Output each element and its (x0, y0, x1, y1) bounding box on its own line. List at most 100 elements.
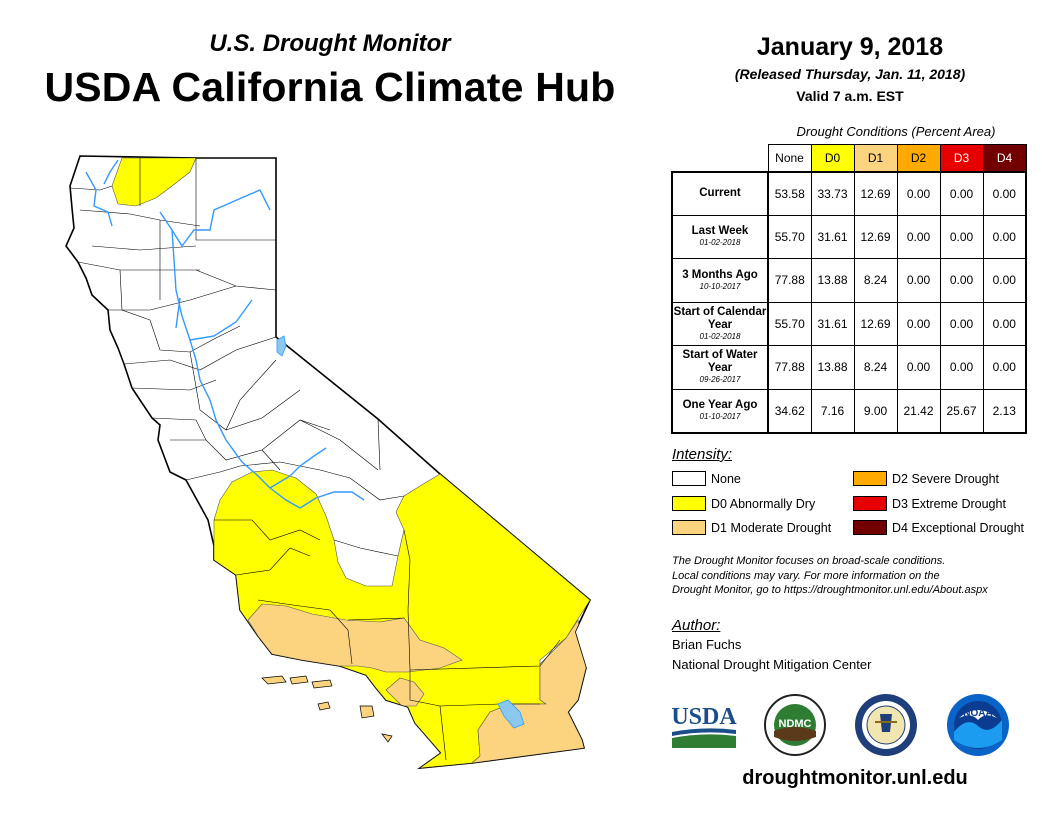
table-cell: 0.00 (896, 171, 941, 216)
commerce-seal-logo (855, 694, 917, 756)
table-cell: 21.42 (896, 388, 941, 433)
table-row: 3 Months Ago 10-10-2017 77.88 13.88 8.24 … (671, 258, 1027, 303)
legend-swatch (853, 471, 887, 486)
usda-logo: USDA (671, 704, 737, 748)
legend-item-d4: D4 Exceptional Drought (853, 520, 1024, 535)
table-cell: 0.00 (939, 214, 984, 259)
svg-text:USDA: USDA (671, 704, 737, 730)
valid-time: Valid 7 a.m. EST (796, 88, 904, 104)
table-cell: 0.00 (982, 214, 1027, 259)
table-cell: 0.00 (982, 171, 1027, 216)
disclaimer-line: The Drought Monitor focuses on broad-sca… (672, 555, 946, 567)
legend-swatch (853, 520, 887, 535)
table-cell: 2.13 (982, 388, 1027, 433)
table-cell: 0.00 (896, 301, 941, 346)
lake-tahoe (276, 335, 287, 357)
row-label: Start of Water Year 09-26-2017 (671, 345, 769, 390)
table-cell: 0.00 (939, 258, 984, 303)
california-drought-map (65, 155, 591, 770)
salton-sea (497, 699, 525, 729)
table-cell: 12.69 (853, 214, 898, 259)
map-date: January 9, 2018 (756, 33, 944, 61)
table-cell: 31.61 (810, 214, 855, 259)
table-cell: 0.00 (939, 301, 984, 346)
svg-text:NOAA: NOAA (963, 708, 992, 719)
table-cell: 13.88 (810, 258, 855, 303)
table-cell: 12.69 (853, 171, 898, 216)
author-name: Brian Fuchs (672, 637, 742, 652)
ndmc-logo: NDMC (764, 694, 826, 756)
table-cell: 0.00 (896, 258, 941, 303)
legend-item-d2: D2 Severe Drought (853, 471, 999, 486)
d0-region-north (111, 157, 197, 207)
column-header-none: None (767, 144, 812, 172)
table-cell: 0.00 (896, 214, 941, 259)
table-cell: 31.61 (810, 301, 855, 346)
legend-item-d3: D3 Extreme Drought (853, 496, 1006, 511)
table-cell: 25.67 (939, 388, 984, 433)
table-cell: 8.24 (853, 345, 898, 390)
table-cell: 8.24 (853, 258, 898, 303)
legend-title: Intensity: (672, 446, 733, 463)
legend-swatch (672, 471, 706, 486)
table-cell: 77.88 (767, 345, 812, 390)
website-url[interactable]: droughtmonitor.unl.edu (742, 767, 968, 789)
legend-label: D2 Severe Drought (892, 471, 1000, 486)
table-cell: 34.62 (767, 388, 812, 433)
legend-item-d0: D0 Abnormally Dry (672, 496, 815, 511)
table-cell: 0.00 (982, 301, 1027, 346)
table-cell: 12.69 (853, 301, 898, 346)
author-title: Author: (672, 617, 721, 634)
column-header-d4: D4 (982, 144, 1027, 172)
disclaimer-line: Local conditions may vary. For more info… (672, 569, 940, 582)
disclaimer-text: The Drought Monitor focuses on broad-sca… (672, 554, 1052, 598)
rivers (85, 159, 365, 509)
legend-swatch (672, 496, 706, 511)
legend-swatch (672, 520, 706, 535)
row-label: Current (671, 171, 769, 216)
column-header-d0: D0 (810, 144, 855, 172)
monitor-subtitle: U.S. Drought Monitor (209, 30, 451, 57)
page-title: USDA California Climate Hub (44, 64, 616, 110)
legend-label: D1 Moderate Drought (711, 520, 832, 535)
release-date: (Released Thursday, Jan. 11, 2018) (734, 66, 966, 82)
table-cell: 7.16 (810, 388, 855, 433)
legend-label: D3 Extreme Drought (892, 496, 1006, 511)
table-cell: 13.88 (810, 345, 855, 390)
row-label: Start of Calendar Year 01-02-2018 (671, 301, 769, 346)
channel-islands (261, 675, 393, 743)
table-cell: 53.58 (767, 171, 812, 216)
table-cell: 0.00 (939, 171, 984, 216)
svg-text:NDMC: NDMC (779, 718, 812, 730)
legend-label: D0 Abnormally Dry (711, 496, 816, 511)
table-cell: 33.73 (810, 171, 855, 216)
author-org: National Drought Mitigation Center (672, 657, 872, 672)
county-lines (69, 158, 561, 761)
table-cell: 0.00 (896, 345, 941, 390)
table-cell: 0.00 (982, 345, 1027, 390)
table-cell: 77.88 (767, 258, 812, 303)
table-cell: 9.00 (853, 388, 898, 433)
legend-swatch (853, 496, 887, 511)
legend-item-d1: D1 Moderate Drought (672, 520, 831, 535)
table-caption: Drought Conditions (Percent Area) (796, 124, 996, 139)
table-row: Current 53.58 33.73 12.69 0.00 0.00 0.00 (671, 171, 1027, 216)
column-header-d1: D1 (853, 144, 898, 172)
row-label: Last Week 01-02-2018 (671, 214, 769, 259)
table-row: Start of Calendar Year 01-02-2018 55.70 3… (671, 301, 1027, 346)
table-row: Start of Water Year 09-26-2017 77.88 13.8… (671, 345, 1027, 390)
legend-item-none: None (672, 471, 741, 486)
noaa-logo: NOAA (947, 694, 1009, 756)
disclaimer-line: Drought Monitor, go to https://droughtmo… (672, 584, 988, 596)
row-label: 3 Months Ago 10-10-2017 (671, 258, 769, 303)
table-corner (672, 145, 768, 172)
column-header-d2: D2 (896, 144, 941, 172)
legend-label: None (711, 471, 741, 486)
table-cell: 55.70 (767, 214, 812, 259)
d1-region-coast (247, 603, 463, 673)
table-cell: 0.00 (982, 258, 1027, 303)
table-row: One Year Ago 01-10-2017 34.62 7.16 9.00 2… (671, 388, 1027, 433)
legend-label: D4 Exceptional Drought (892, 520, 1025, 535)
table-cell: 0.00 (939, 345, 984, 390)
table-row: Last Week 01-02-2018 55.70 31.61 12.69 0.… (671, 214, 1027, 259)
